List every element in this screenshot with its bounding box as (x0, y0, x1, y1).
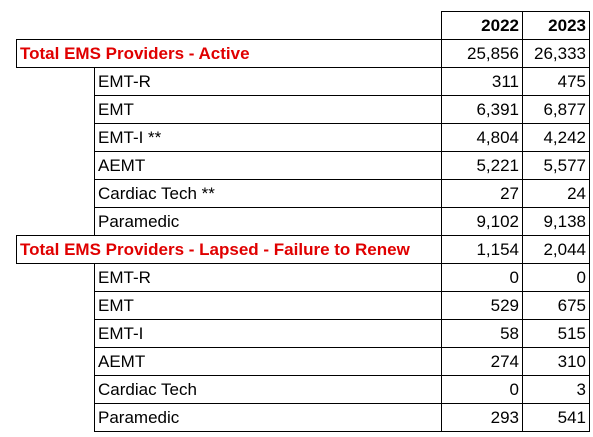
row-indent (16, 347, 95, 376)
row-indent (16, 151, 95, 180)
table-row: EMT-I ** 4,804 4,242 (16, 123, 590, 152)
value-2023: 515 (522, 319, 590, 348)
total-value-2022: 25,856 (441, 39, 523, 68)
total-value-2022: 1,154 (441, 235, 523, 264)
table-row: EMT 6,391 6,877 (16, 95, 590, 124)
provider-type-label: AEMT (94, 347, 442, 376)
ems-providers-table: 2022 2023 Total EMS Providers - Active 2… (16, 11, 590, 432)
row-indent (16, 403, 95, 432)
table-row: Paramedic 9,102 9,138 (16, 207, 590, 236)
value-2022: 4,804 (441, 123, 523, 152)
table-row: EMT 529 675 (16, 291, 590, 320)
row-indent (16, 263, 95, 292)
total-value-2023: 26,333 (522, 39, 590, 68)
value-2022: 58 (441, 319, 523, 348)
row-indent (16, 319, 95, 348)
provider-type-label: Paramedic (94, 403, 442, 432)
table-row: Paramedic 293 541 (16, 403, 590, 432)
table-row: Cardiac Tech 0 3 (16, 375, 590, 404)
value-2023: 675 (522, 291, 590, 320)
header-row: 2022 2023 (17, 11, 590, 40)
value-2023: 475 (522, 67, 590, 96)
row-indent (16, 95, 95, 124)
row-indent (16, 207, 95, 236)
value-2022: 27 (441, 179, 523, 208)
provider-type-label: EMT-I (94, 319, 442, 348)
table-row: EMT-R 0 0 (16, 263, 590, 292)
row-indent (16, 67, 95, 96)
table-row: AEMT 5,221 5,577 (16, 151, 590, 180)
table-row: AEMT 274 310 (16, 347, 590, 376)
table-row: EMT-I 58 515 (16, 319, 590, 348)
row-indent (16, 179, 95, 208)
value-2022: 529 (441, 291, 523, 320)
provider-type-label: Cardiac Tech (94, 375, 442, 404)
provider-type-label: Cardiac Tech ** (94, 179, 442, 208)
value-2023: 0 (522, 263, 590, 292)
value-2022: 274 (441, 347, 523, 376)
value-2023: 5,577 (522, 151, 590, 180)
section-total-row-active: Total EMS Providers - Active 25,856 26,3… (16, 39, 590, 68)
value-2022: 0 (441, 263, 523, 292)
provider-type-label: EMT-R (94, 67, 442, 96)
value-2022: 9,102 (441, 207, 523, 236)
section-total-row-lapsed: Total EMS Providers - Lapsed - Failure t… (16, 235, 590, 264)
table-row: Cardiac Tech ** 27 24 (16, 179, 590, 208)
value-2023: 541 (522, 403, 590, 432)
value-2022: 293 (441, 403, 523, 432)
provider-type-label: EMT (94, 291, 442, 320)
value-2023: 3 (522, 375, 590, 404)
provider-type-label: EMT (94, 95, 442, 124)
total-value-2023: 2,044 (522, 235, 590, 264)
year-header-2022: 2022 (441, 11, 523, 40)
section-title-active: Total EMS Providers - Active (16, 39, 442, 68)
row-indent (16, 291, 95, 320)
value-2023: 6,877 (522, 95, 590, 124)
table-row: EMT-R 311 475 (16, 67, 590, 96)
section-title-lapsed: Total EMS Providers - Lapsed - Failure t… (16, 235, 442, 264)
header-blank-indent (17, 12, 95, 40)
header-blank-label (95, 12, 442, 40)
row-indent (16, 123, 95, 152)
value-2022: 0 (441, 375, 523, 404)
row-indent (16, 375, 95, 404)
provider-type-label: EMT-I ** (94, 123, 442, 152)
provider-type-label: AEMT (94, 151, 442, 180)
value-2022: 5,221 (441, 151, 523, 180)
value-2022: 6,391 (441, 95, 523, 124)
value-2023: 310 (522, 347, 590, 376)
value-2023: 24 (522, 179, 590, 208)
value-2023: 4,242 (522, 123, 590, 152)
year-header-2023: 2023 (522, 11, 590, 40)
value-2023: 9,138 (522, 207, 590, 236)
provider-type-label: EMT-R (94, 263, 442, 292)
value-2022: 311 (441, 67, 523, 96)
provider-type-label: Paramedic (94, 207, 442, 236)
